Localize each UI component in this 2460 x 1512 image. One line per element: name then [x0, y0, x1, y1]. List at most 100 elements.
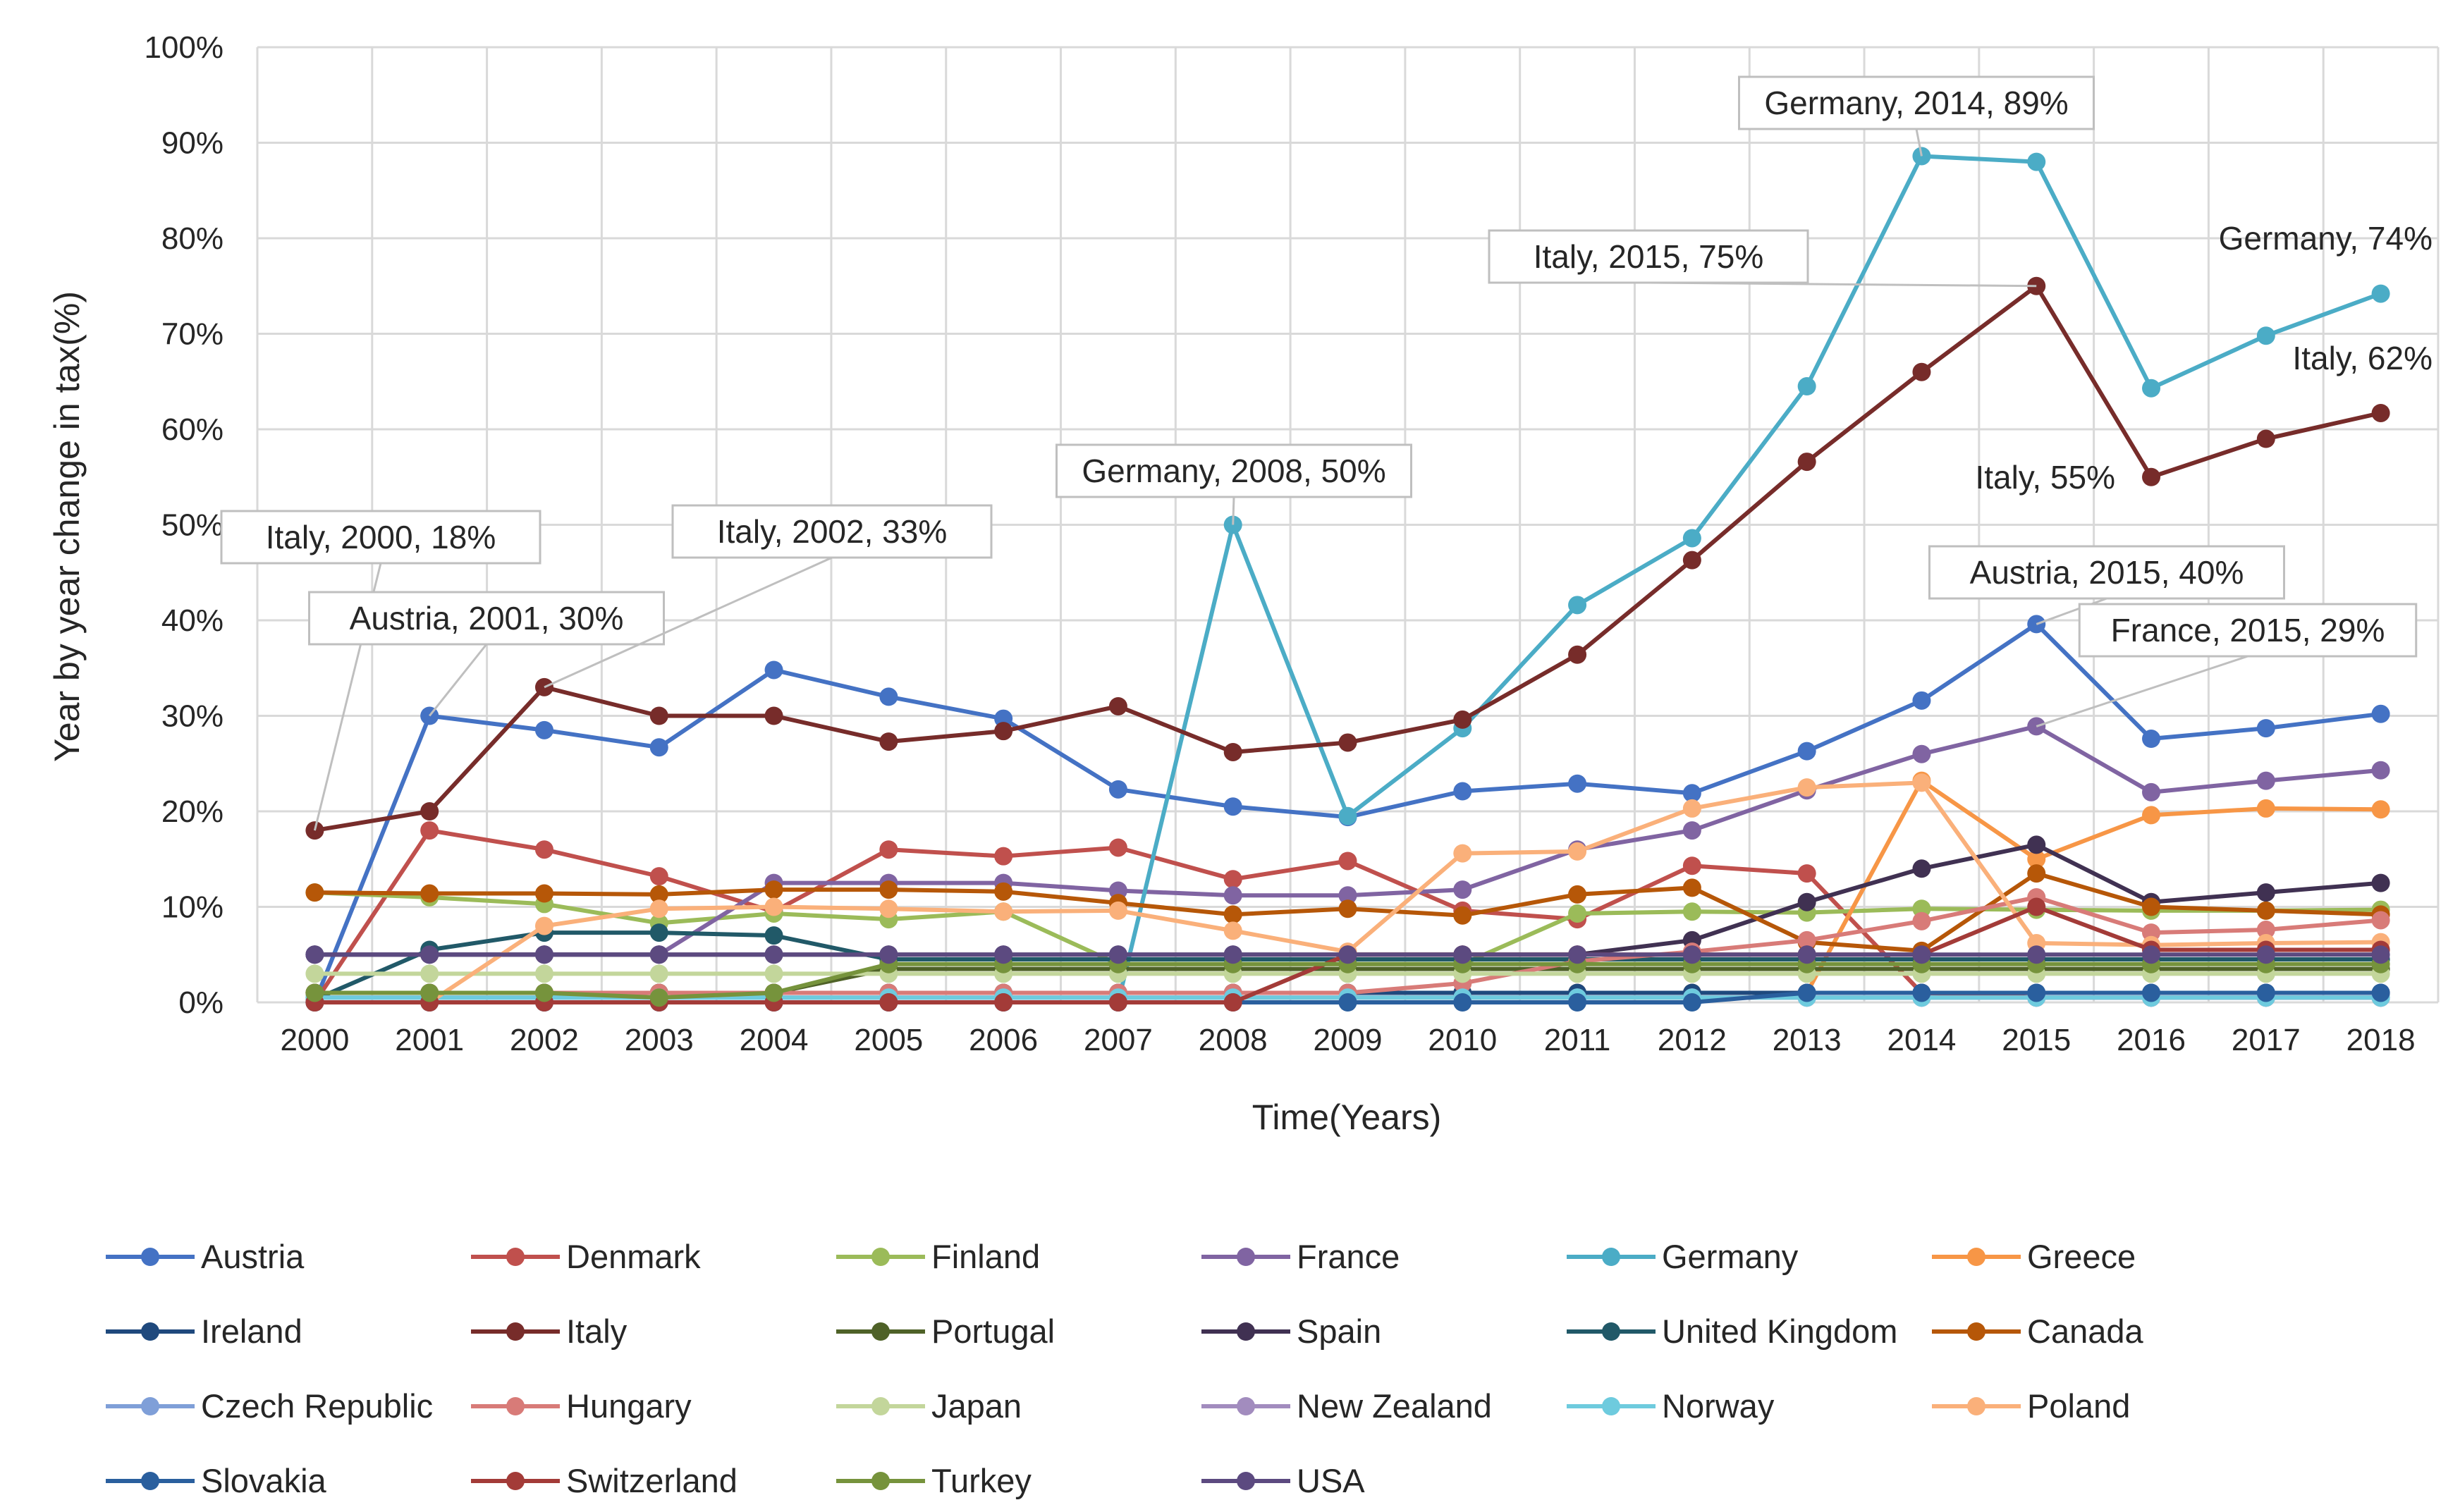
- legend-marker: [506, 1322, 525, 1341]
- callout-label: Italy, 2002, 33%: [717, 513, 947, 550]
- data-point: [2027, 835, 2046, 854]
- legend-label: Poland: [2027, 1387, 2130, 1425]
- data-point: [879, 840, 898, 859]
- data-label: Italy, 55%: [1975, 459, 2115, 496]
- callout-box: [1488, 229, 1809, 284]
- y-tick-label: 60%: [161, 412, 224, 447]
- callout-germany-2008-50: Germany, 2008, 50%: [1055, 443, 1412, 525]
- legend-label: Italy: [566, 1313, 628, 1350]
- series-usa: [305, 945, 2390, 964]
- data-point: [1912, 362, 1931, 381]
- data-point: [1682, 784, 1701, 803]
- data-point: [1338, 886, 1357, 905]
- callout-box: [1738, 75, 2095, 130]
- y-axis-title: Year by year change in tax(%): [47, 291, 87, 762]
- data-point: [2371, 403, 2390, 422]
- callout-austria-2001-30: Austria, 2001, 30%: [308, 591, 665, 717]
- series-lines: [305, 147, 2390, 1012]
- data-point: [1912, 945, 1931, 964]
- data-point: [1108, 993, 1127, 1012]
- callout-label: Italy, 2000, 18%: [266, 519, 496, 555]
- legend-label: Finland: [931, 1238, 1040, 1275]
- legend-item-new-zealand: New Zealand: [1201, 1387, 1492, 1425]
- legend: Austria Denmark Finland France Germany Greece…: [106, 1238, 2143, 1499]
- data-point: [2371, 873, 2390, 892]
- data-point: [2027, 897, 2046, 916]
- data-point: [1682, 878, 1701, 897]
- legend-label: Switzerland: [566, 1462, 738, 1499]
- data-point: [1108, 696, 1127, 715]
- data-point: [1797, 453, 1816, 472]
- legend-item-united-kingdom: United Kingdom: [1567, 1313, 1897, 1350]
- data-point: [305, 964, 324, 983]
- data-point: [1682, 551, 1701, 570]
- data-point: [1338, 733, 1357, 752]
- legend-label: Czech Republic: [201, 1387, 433, 1425]
- legend-label: Greece: [2027, 1238, 2136, 1275]
- data-point: [994, 993, 1013, 1012]
- y-tick-label: 40%: [161, 603, 224, 638]
- legend-label: United Kingdom: [1662, 1313, 1897, 1350]
- y-tick-label: 70%: [161, 317, 224, 352]
- data-point: [534, 884, 553, 903]
- data-point: [1453, 906, 1472, 925]
- legend-label: France: [1297, 1238, 1400, 1275]
- data-point: [879, 687, 898, 706]
- data-point: [649, 988, 668, 1007]
- y-tick-label: 50%: [161, 508, 224, 543]
- legend-marker: [871, 1248, 890, 1266]
- data-point: [1223, 905, 1242, 924]
- data-point: [2256, 771, 2275, 790]
- legend-marker: [506, 1472, 525, 1490]
- data-point: [649, 964, 668, 983]
- data-point: [764, 964, 783, 983]
- legend-marker: [141, 1472, 159, 1490]
- data-point: [2256, 799, 2275, 818]
- data-point: [1568, 774, 1587, 793]
- data-point: [534, 964, 553, 983]
- data-point: [2027, 849, 2046, 868]
- legend-label: Canada: [2027, 1313, 2143, 1350]
- legend-item-canada: Canada: [1932, 1313, 2143, 1350]
- data-point: [2027, 983, 2046, 1002]
- legend-marker: [1237, 1248, 1255, 1266]
- data-point: [1453, 782, 1472, 801]
- data-point: [1568, 993, 1587, 1012]
- legend-label: Spain: [1297, 1313, 1381, 1350]
- data-point: [2027, 945, 2046, 964]
- x-tick-label: 2012: [1658, 1023, 1727, 1057]
- data-point: [1797, 892, 1816, 911]
- data-point: [1108, 780, 1127, 799]
- data-point: [1338, 806, 1357, 825]
- legend-marker: [1237, 1322, 1255, 1341]
- x-axis-title: Time(Years): [1252, 1098, 1442, 1137]
- data-point: [994, 902, 1013, 921]
- callout-leader: [2036, 597, 2107, 625]
- legend-item-germany: Germany: [1567, 1238, 1799, 1275]
- x-tick-label: 2015: [2002, 1023, 2071, 1057]
- data-point: [1912, 911, 1931, 930]
- legend-label: Turkey: [931, 1462, 1032, 1499]
- data-point: [1223, 945, 1242, 964]
- callout-label: Austria, 2001, 30%: [350, 600, 624, 637]
- legend-item-czech-republic: Czech Republic: [106, 1387, 433, 1425]
- data-point: [420, 802, 439, 820]
- data-point: [1223, 886, 1242, 905]
- data-point: [1912, 983, 1931, 1002]
- callout-france-2015-29: France, 2015, 29%: [2036, 603, 2418, 727]
- legend-label: Denmark: [566, 1238, 701, 1275]
- legend-item-slovakia: Slovakia: [106, 1462, 327, 1499]
- legend-label: Norway: [1662, 1387, 1775, 1425]
- data-point: [764, 945, 783, 964]
- data-point: [1797, 742, 1816, 761]
- legend-item-usa: USA: [1201, 1462, 1365, 1499]
- legend-marker: [1237, 1397, 1255, 1415]
- legend-label: Japan: [931, 1387, 1022, 1425]
- data-point: [1912, 773, 1931, 792]
- data-point: [649, 867, 668, 886]
- data-point: [2142, 945, 2161, 964]
- legend-marker: [871, 1322, 890, 1341]
- data-point: [764, 660, 783, 680]
- data-point: [1108, 945, 1127, 964]
- data-point: [1682, 529, 1701, 548]
